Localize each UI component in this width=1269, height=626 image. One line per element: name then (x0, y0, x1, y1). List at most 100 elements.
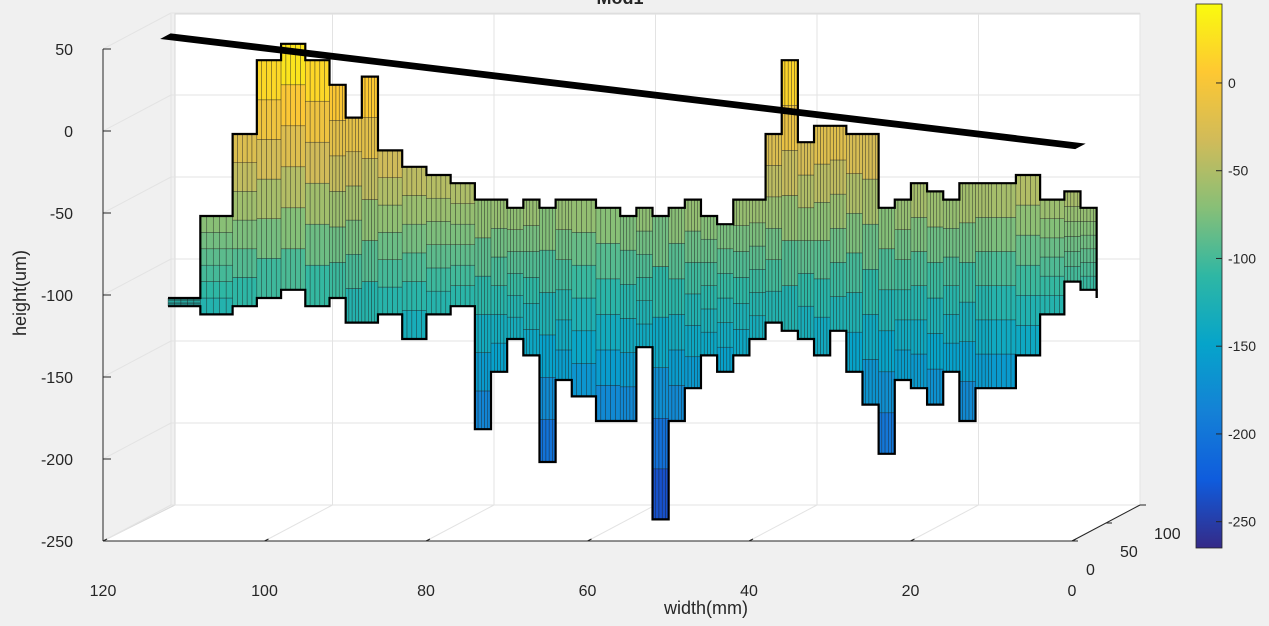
surface-facet (261, 178, 267, 219)
surface-facet (503, 256, 508, 286)
surface-facet (930, 368, 934, 405)
surface-facet (536, 277, 540, 304)
surface-facet (251, 162, 258, 192)
surface-facet (494, 256, 498, 286)
surface-facet (484, 275, 488, 315)
surface-facet (305, 183, 311, 225)
surface-facet (256, 258, 262, 299)
surface-facet (839, 228, 844, 263)
surface-facet (691, 199, 695, 232)
surface-facet (804, 174, 808, 208)
surface-facet (907, 289, 912, 321)
surface-facet (891, 289, 895, 331)
surface-facet (542, 419, 547, 463)
surface-facet (930, 191, 934, 228)
surface-facet (426, 290, 432, 315)
surface-facet (710, 215, 715, 240)
surface-facet (435, 244, 442, 269)
surface-facet (991, 319, 997, 355)
surface-facet (536, 329, 540, 356)
surface-facet (836, 125, 841, 161)
surface-facet (1086, 207, 1091, 222)
surface-facet (206, 297, 214, 315)
surface-facet (842, 193, 847, 229)
surface-facet (1086, 248, 1091, 263)
surface-facet (917, 353, 921, 389)
surface-facet (691, 325, 695, 357)
surface-facet (500, 199, 505, 229)
grid-line-side (102, 12, 172, 50)
surface-facet (855, 173, 860, 214)
surface-facet (946, 285, 950, 315)
surface-facet (868, 359, 873, 405)
surface-facet (532, 303, 537, 330)
surface-facet (1054, 218, 1060, 239)
surface-facet (506, 316, 511, 340)
surface-facet (319, 183, 325, 225)
surface-facet (775, 259, 779, 292)
surface-facet (1039, 275, 1046, 296)
surface-facet (213, 215, 220, 233)
surface-facet (771, 228, 776, 260)
surface-facet (523, 303, 527, 330)
surface-facet (1035, 204, 1041, 236)
surface-facet (965, 222, 970, 263)
surface-facet (629, 284, 634, 319)
surface-facet (797, 174, 802, 208)
surface-facet (996, 183, 1002, 218)
surface-facet (361, 281, 366, 323)
surface-facet (897, 319, 902, 351)
surface-facet (833, 193, 837, 229)
surface-facet (529, 225, 534, 252)
surface-facet (623, 386, 627, 422)
surface-facet (552, 292, 556, 336)
surface-facet (392, 232, 398, 260)
surface-facet (382, 232, 388, 260)
surface-facet (271, 218, 277, 259)
surface-facet (193, 299, 201, 301)
surface-facet (1090, 248, 1094, 263)
surface-facet (261, 258, 267, 299)
surface-facet (662, 316, 666, 368)
surface-facet (749, 199, 753, 224)
surface-facet (755, 315, 760, 340)
surface-facet (342, 262, 346, 299)
surface-facet (1073, 236, 1078, 252)
surface-facet (894, 319, 899, 351)
surface-facet (358, 288, 363, 323)
surface-facet (778, 290, 782, 323)
surface-facet (894, 229, 899, 260)
surface-facet (300, 166, 306, 208)
surface-facet (536, 251, 540, 278)
surface-facet (1067, 221, 1071, 237)
surface-facet (421, 252, 427, 282)
surface-facet (794, 285, 799, 331)
surface-facet (542, 249, 547, 293)
surface-facet (411, 195, 417, 225)
surface-facet (552, 334, 556, 378)
surface-facet (729, 248, 734, 274)
surface-facet (610, 207, 616, 244)
surface-facet (778, 165, 782, 198)
surface-facet (484, 237, 488, 277)
surface-facet (636, 323, 640, 348)
surface-facet (387, 259, 393, 288)
surface-facet (329, 262, 333, 299)
surface-facet (691, 356, 695, 389)
surface-facet (978, 353, 983, 389)
surface-facet (1064, 236, 1068, 252)
surface-facet (752, 292, 757, 316)
surface-facet (364, 240, 369, 282)
surface-facet (539, 207, 543, 251)
surface-facet (261, 139, 267, 180)
surface-facet (836, 296, 841, 331)
surface-facet (746, 225, 750, 252)
surface-facet (555, 229, 560, 260)
surface-facet (276, 99, 282, 140)
surface-facet (965, 183, 970, 224)
surface-facet (477, 275, 482, 315)
surface-facet (784, 150, 789, 196)
surface-facet (642, 300, 647, 325)
surface-facet (1039, 218, 1046, 239)
